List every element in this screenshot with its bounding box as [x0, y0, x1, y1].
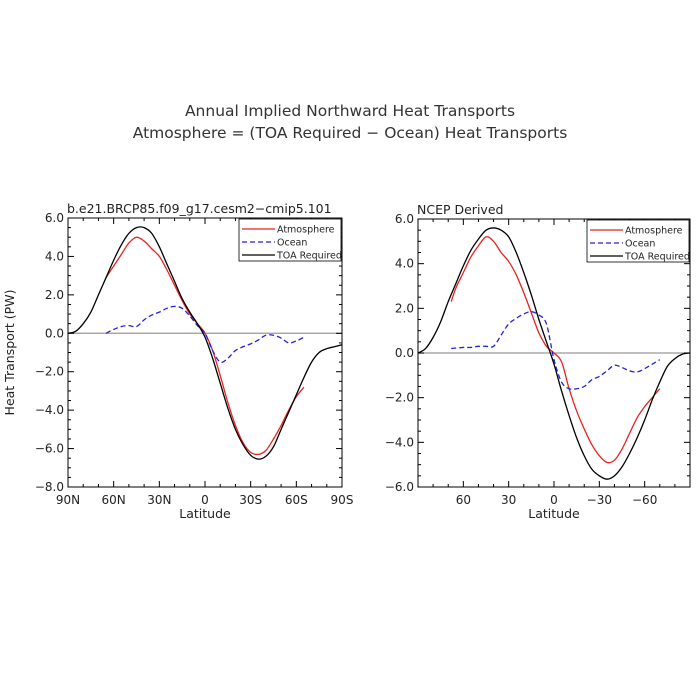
left-ytick-label: −2.0 — [35, 365, 64, 379]
right-series-ocean — [451, 311, 661, 390]
right-xaxis-label: Latitude — [528, 506, 580, 521]
right-ytick-label: 6.0 — [395, 212, 414, 226]
left-ytick-label: −4.0 — [35, 403, 64, 417]
left-legend-label: Ocean — [277, 238, 307, 249]
left-xtick-label: 30N — [147, 493, 171, 507]
left-series-toa-required — [68, 226, 342, 460]
right-xtick-label: 0 — [550, 493, 558, 507]
left-legend-label: TOA Required — [276, 251, 342, 262]
left-yaxis-label: Heat Transport (PW) — [2, 290, 17, 416]
left-legend-label: Atmosphere — [277, 225, 335, 236]
right-legend: Atmosphere Ocean TOA Required — [586, 219, 690, 263]
right-xtick-label: 30 — [501, 493, 516, 507]
left-legend: Atmosphere Ocean TOA Required — [238, 218, 342, 262]
left-ytick-label: −6.0 — [35, 442, 64, 456]
left-xtick-label: 60N — [102, 493, 126, 507]
left-series-group — [68, 226, 342, 460]
figure-title-line1: Annual Implied Northward Heat Transports — [185, 102, 515, 120]
right-series-group — [418, 227, 690, 480]
right-chart-title: NCEP Derived — [417, 202, 503, 217]
left-ytick-label: −8.0 — [35, 480, 64, 494]
right-series-toa-required — [418, 227, 690, 480]
left-series-atmosphere — [105, 236, 305, 456]
right-xtick-label: −60 — [632, 493, 657, 507]
right-legend-label: Atmosphere — [625, 226, 683, 237]
left-ytick-label: 0.0 — [45, 326, 64, 340]
right-legend-label: TOA Required — [624, 252, 690, 263]
left-xtick-label: 90S — [331, 493, 354, 507]
figure-title-line2: Atmosphere = (TOA Required − Ocean) Heat… — [133, 124, 568, 142]
left-ytick-label: 6.0 — [45, 211, 64, 225]
right-legend-label: Ocean — [625, 239, 655, 250]
right-xtick-label: −30 — [587, 493, 612, 507]
right-ytick-label: −6.0 — [385, 480, 414, 494]
left-ytick-label: 2.0 — [45, 288, 64, 302]
left-xtick-label: 0 — [201, 493, 209, 507]
left-xaxis-label: Latitude — [179, 506, 231, 521]
right-ytick-label: 2.0 — [395, 301, 414, 315]
left-xtick-label: 90N — [56, 493, 80, 507]
right-series-atmosphere — [450, 236, 661, 464]
right-ytick-label: 0.0 — [395, 346, 414, 360]
right-ytick-label: −4.0 — [385, 435, 414, 449]
left-series-ocean — [105, 305, 305, 364]
left-chart-title: b.e21.BRCP85.f09_g17.cesm2−cmip5.101 — [67, 201, 332, 216]
left-xtick-label: 30S — [239, 493, 262, 507]
left-ytick-label: 4.0 — [45, 249, 64, 263]
right-xtick-label: 60 — [456, 493, 471, 507]
left-xtick-label: 60S — [285, 493, 308, 507]
right-ytick-label: 4.0 — [395, 257, 414, 271]
right-ytick-label: −2.0 — [385, 391, 414, 405]
right-chart-panel: 6.0 4.0 2.0 0.0 −2.0 −4.0 −6.0 60 30 0 −30 −60 NCEP … — [385, 202, 691, 521]
